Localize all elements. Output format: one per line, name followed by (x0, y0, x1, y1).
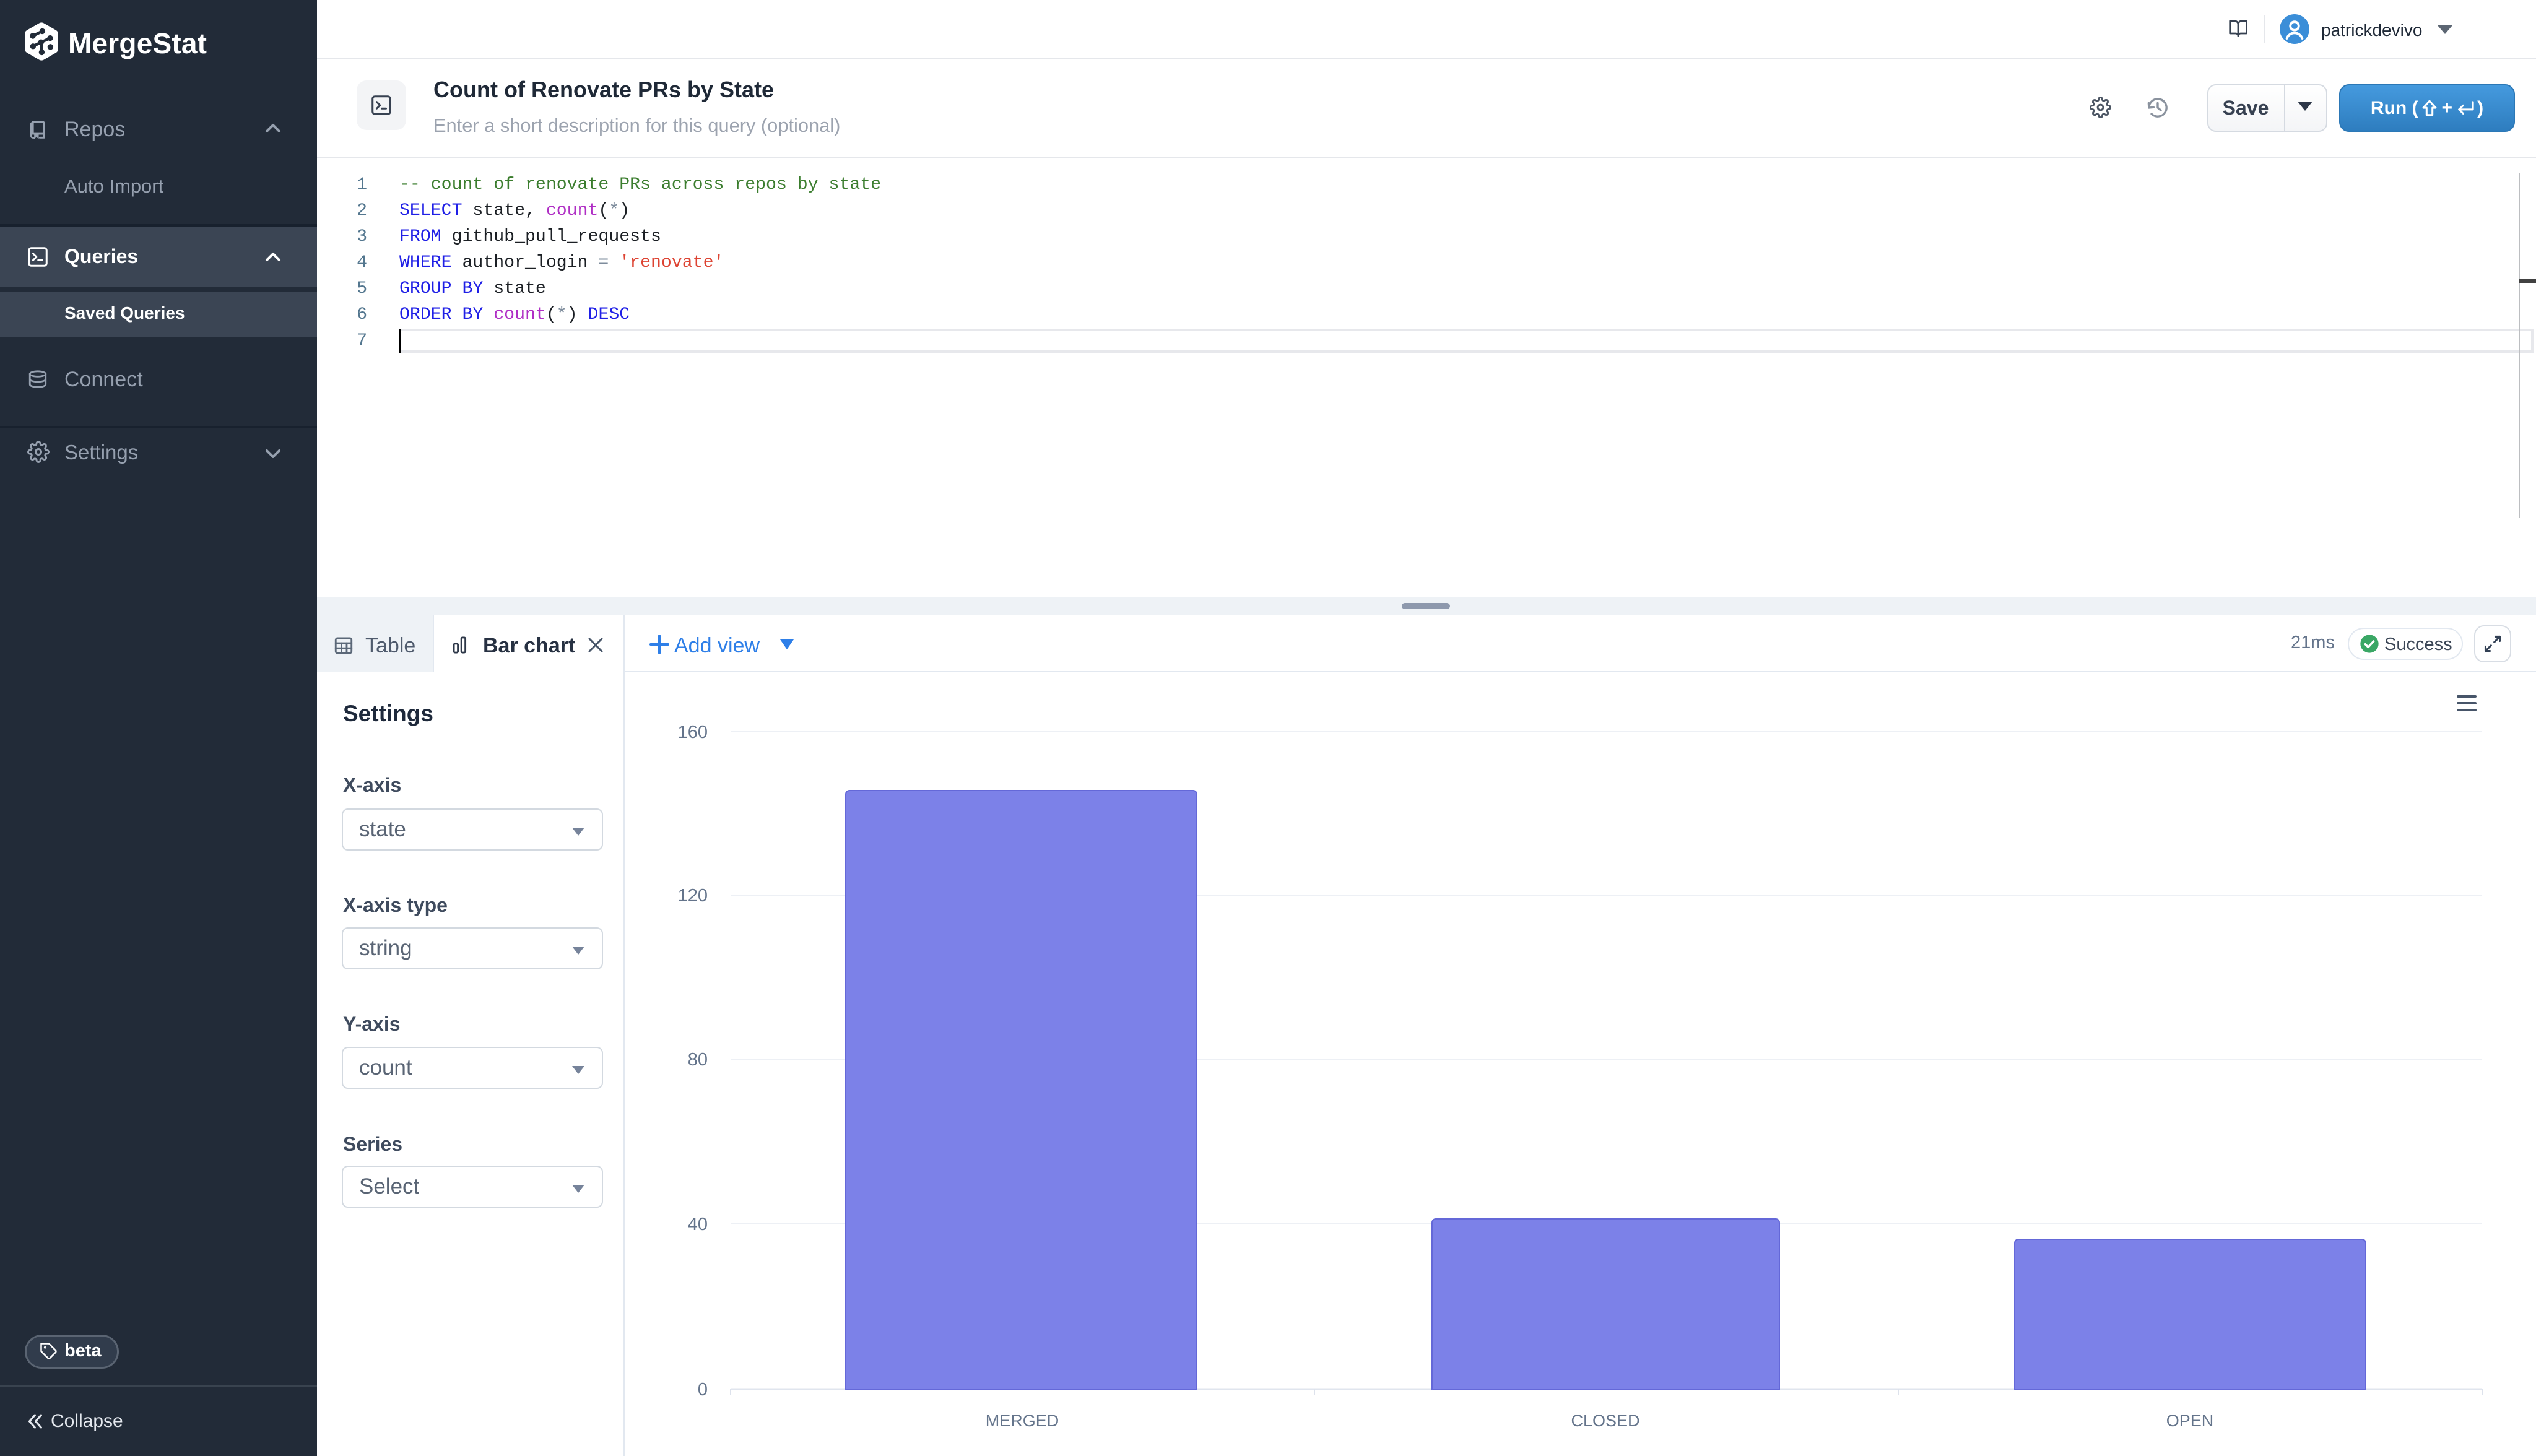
svg-text:MERGED: MERGED (986, 1411, 1059, 1430)
svg-text:120: 120 (678, 886, 708, 906)
svg-text:80: 80 (688, 1050, 708, 1070)
svg-text:OPEN: OPEN (2166, 1411, 2214, 1430)
svg-text:160: 160 (678, 722, 708, 742)
svg-text:0: 0 (698, 1380, 708, 1400)
svg-text:CLOSED: CLOSED (1571, 1411, 1639, 1430)
svg-text:40: 40 (688, 1215, 708, 1234)
